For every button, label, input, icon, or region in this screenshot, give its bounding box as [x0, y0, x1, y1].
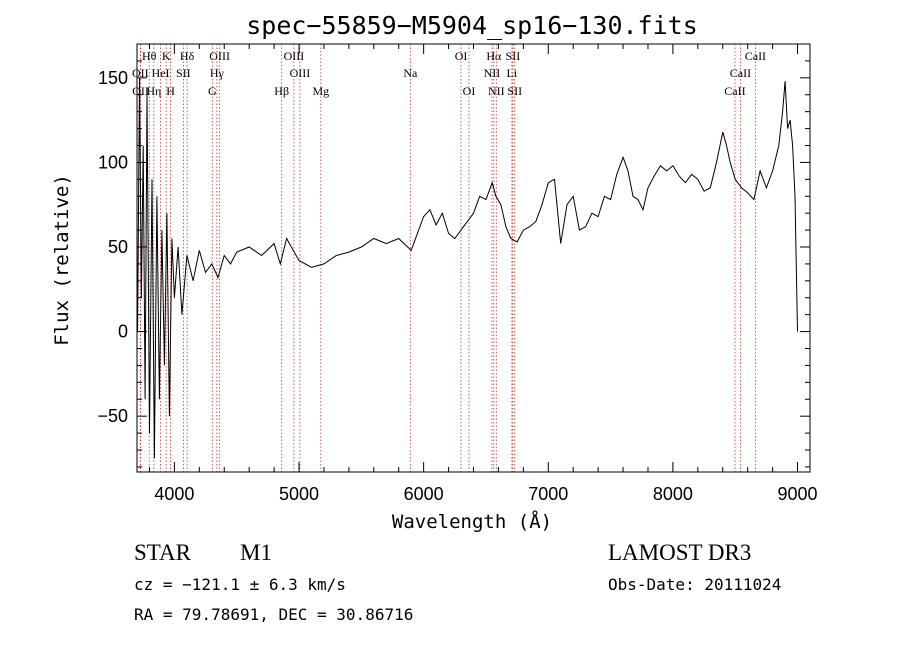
spectral-line-label: SII: [506, 49, 521, 63]
spectral-line-label: OIII: [290, 66, 311, 80]
flux-series-line: [137, 77, 798, 459]
spectral-line-label: OII: [132, 84, 149, 98]
x-tick-label: 6000: [404, 484, 444, 504]
spectral-line-label: OI: [455, 49, 468, 63]
spectral-line-label: Hη: [146, 84, 161, 98]
x-tick-label: 4000: [154, 484, 194, 504]
observation-date: Obs-Date: 20111024: [608, 575, 782, 594]
spectral-line-label: NII: [484, 66, 501, 80]
redshift-cz: cz = −121.1 ± 6.3 km/s: [134, 575, 346, 594]
spectral-line-label: Hγ: [210, 66, 225, 80]
spectral-line-label: K: [162, 49, 171, 63]
y-tick-label: −50: [97, 406, 128, 426]
x-tick-label: 8000: [653, 484, 693, 504]
spectral-line-label: CaII: [730, 66, 751, 80]
spectral-line-label: NII: [488, 84, 505, 98]
spectral-line-label: OIII: [284, 49, 305, 63]
spectral-line-label: Li: [507, 66, 518, 80]
object-subclass: M1: [240, 540, 272, 565]
x-tick-label: 7000: [528, 484, 568, 504]
spectral-line-label: SII: [507, 84, 522, 98]
object-class: STAR: [134, 540, 191, 565]
y-tick-label: 50: [108, 237, 128, 257]
y-tick-label: 0: [118, 322, 128, 342]
spectral-line-label: H: [166, 84, 175, 98]
y-tick-label: 150: [98, 68, 128, 88]
spectral-line-label: Hα: [486, 49, 502, 63]
spectral-line-label: OIII: [209, 49, 230, 63]
spectral-line-label: CaII: [724, 84, 745, 98]
spectral-line-label: CaII: [745, 49, 766, 63]
x-axis-label: Wavelength (Å): [392, 510, 552, 533]
chart-title: spec−55859−M5904_sp16−130.fits: [246, 11, 698, 40]
x-tick-label: 9000: [778, 484, 818, 504]
y-tick-label: 100: [98, 152, 128, 172]
spectral-line-label: SII: [176, 66, 191, 80]
spectral-line-label: Hθ: [142, 49, 157, 63]
ra-dec-coordinates: RA = 79.78691, DEC = 30.86716: [134, 605, 414, 624]
plot-frame: [136, 43, 811, 473]
spectral-line-label: Hδ: [180, 49, 195, 63]
spectral-line-label: Mg: [312, 84, 329, 98]
spectral-line-label: OI: [463, 84, 476, 98]
spectral-line-label: HeI: [152, 66, 170, 80]
spectral-line-label: G: [208, 84, 217, 98]
x-tick-label: 5000: [279, 484, 319, 504]
spectral-line-label: Na: [403, 66, 418, 80]
y-axis-label: Flux (relative): [51, 174, 73, 346]
spectral-line-label: Hβ: [274, 84, 289, 98]
survey-name: LAMOST DR3: [608, 540, 752, 565]
